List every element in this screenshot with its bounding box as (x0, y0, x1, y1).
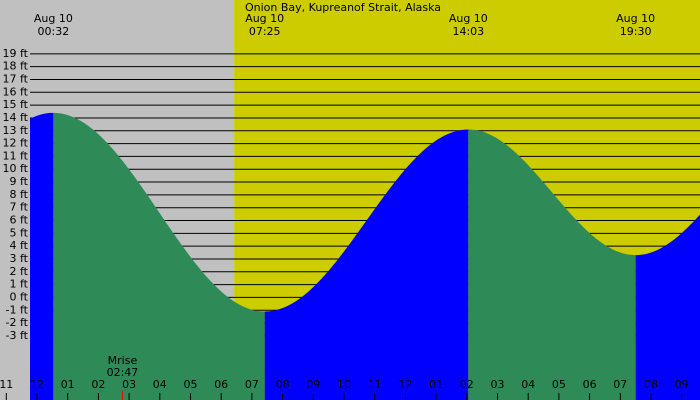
y-tick-label: 9 ft (10, 175, 29, 188)
event-time: 14:03 (452, 25, 484, 38)
y-tick-label: 4 ft (10, 239, 29, 252)
y-tick-label: 13 ft (3, 124, 29, 137)
hour-label: 08 (276, 378, 290, 391)
event-date: Aug 10 (616, 12, 655, 25)
hour-label: 03 (122, 378, 136, 391)
hour-label: 05 (552, 378, 566, 391)
hour-label: 08 (644, 378, 658, 391)
y-tick-label: 18 ft (3, 60, 29, 73)
hour-label: 10 (337, 378, 351, 391)
hour-label: 11 (368, 378, 382, 391)
y-tick-label: 1 ft (10, 278, 29, 291)
event-date: Aug 10 (449, 12, 488, 25)
hour-label: 07 (613, 378, 627, 391)
hour-label: 01 (61, 378, 75, 391)
event-date: Aug 10 (34, 12, 73, 25)
falling-tide (53, 112, 265, 400)
y-tick-label: -1 ft (6, 303, 29, 316)
hour-label: 06 (583, 378, 597, 391)
hour-label: 03 (491, 378, 505, 391)
event-date: Aug 10 (245, 12, 284, 25)
hour-label: 04 (153, 378, 167, 391)
moonrise-time: 02:47 (107, 366, 139, 379)
chart-title: Onion Bay, Kupreanof Strait, Alaska (245, 1, 441, 14)
event-time: 00:32 (38, 25, 70, 38)
y-tick-label: 6 ft (10, 214, 29, 227)
hour-label: 02 (91, 378, 105, 391)
hour-label: 04 (521, 378, 535, 391)
y-tick-label: 14 ft (3, 111, 29, 124)
y-tick-label: 11 ft (3, 149, 29, 162)
hour-label: 02 (460, 378, 474, 391)
hour-label: 09 (675, 378, 689, 391)
event-time: 19:30 (620, 25, 652, 38)
y-tick-label: 10 ft (3, 162, 29, 175)
y-tick-label: 15 ft (3, 98, 29, 111)
falling-tide (468, 129, 636, 400)
tide-curve (30, 112, 700, 400)
hour-label: 01 (429, 378, 443, 391)
hour-label: 06 (214, 378, 228, 391)
y-tick-label: 17 ft (3, 72, 29, 85)
rising-tide (635, 214, 700, 400)
y-tick-label: 19 ft (3, 47, 29, 60)
hour-label: 07 (245, 378, 259, 391)
event-time: 07:25 (249, 25, 281, 38)
y-tick-label: -3 ft (6, 329, 29, 342)
rising-tide (264, 129, 469, 400)
hour-label: 12 (398, 378, 412, 391)
hour-label: 05 (184, 378, 198, 391)
y-tick-label: 3 ft (10, 252, 29, 265)
y-tick-label: 12 ft (3, 137, 29, 150)
y-tick-label: -2 ft (6, 316, 29, 329)
y-tick-label: 5 ft (10, 226, 29, 239)
hour-label: 12 (30, 378, 44, 391)
y-tick-label: 2 ft (10, 265, 29, 278)
y-tick-label: 7 ft (10, 201, 29, 214)
moonrise-label: Mrise (108, 354, 138, 367)
y-tick-label: 0 ft (10, 290, 29, 303)
hour-label: 11 (0, 378, 13, 391)
rising-tide (30, 112, 54, 400)
y-tick-label: 16 ft (3, 85, 29, 98)
y-tick-label: 8 ft (10, 188, 29, 201)
hour-label: 09 (306, 378, 320, 391)
